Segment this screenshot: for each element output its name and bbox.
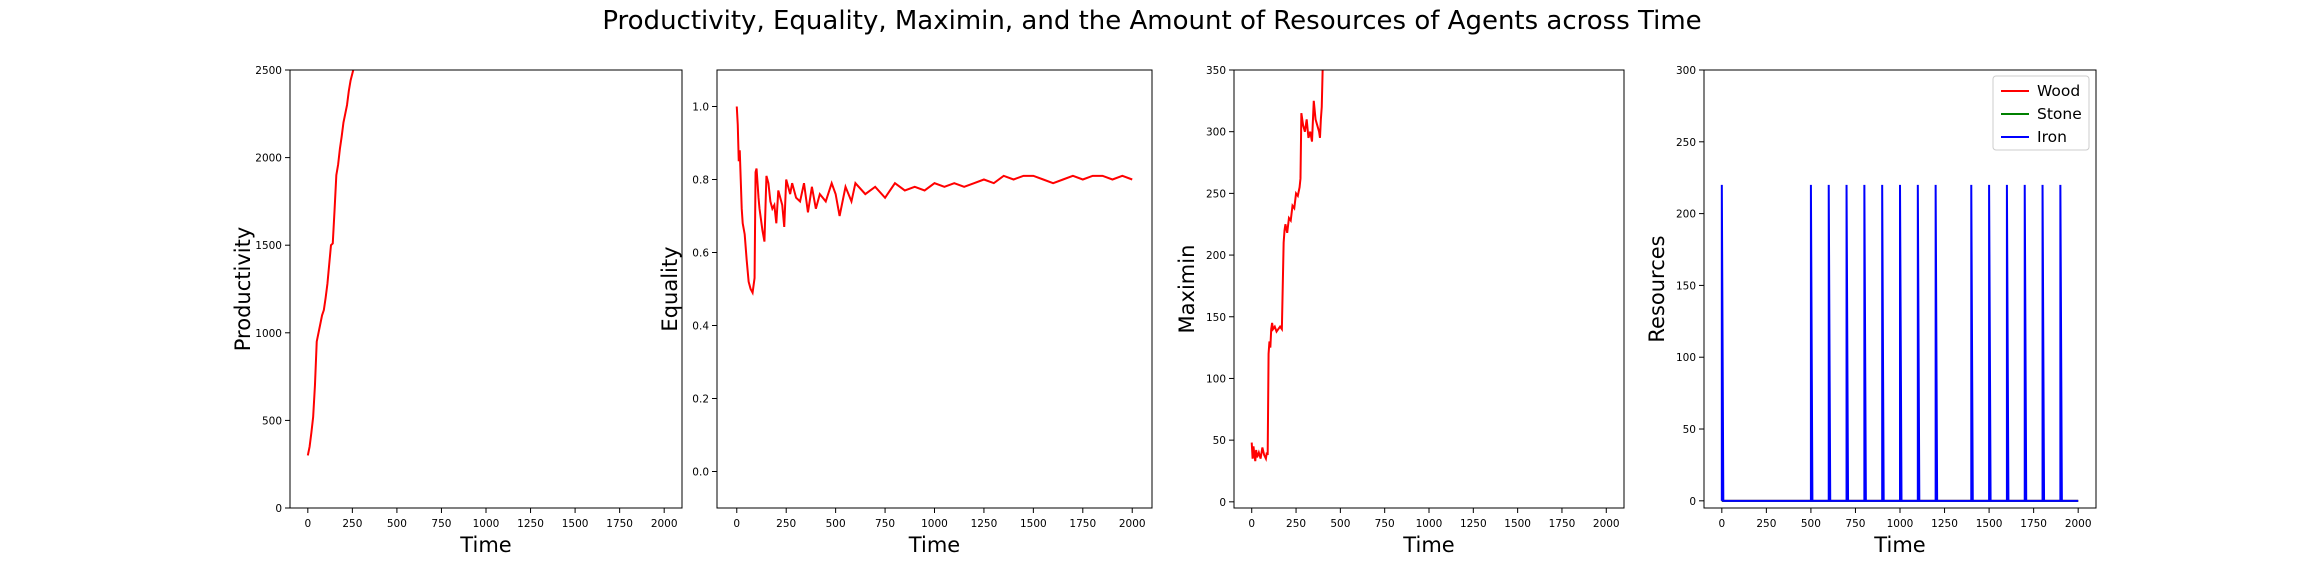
y-tick-label: 200 — [1676, 209, 1696, 221]
x-tick-label: 750 — [431, 518, 451, 530]
y-tick-label: 50 — [1213, 435, 1226, 447]
x-tick-label: 500 — [1330, 518, 1350, 530]
y-axis-label: Productivity — [231, 227, 255, 352]
x-tick-label: 1250 — [971, 518, 998, 530]
series-line-line — [1250, 70, 1324, 463]
x-axis-label: Time — [908, 533, 960, 557]
x-tick-label: 750 — [1845, 518, 1865, 530]
x-tick-label: 1500 — [562, 518, 589, 530]
x-axis-label: Time — [1873, 533, 1925, 557]
x-tick-label: 250 — [342, 518, 362, 530]
x-tick-label: 2000 — [1593, 518, 1620, 530]
x-tick-label: 1250 — [517, 518, 544, 530]
y-tick-label: 0.4 — [692, 321, 709, 333]
chart-panel-1: 0 250 500 750 1000 1250 1500 1750 2000 0 500 1000 15… — [231, 65, 683, 557]
y-tick-label: 150 — [1206, 312, 1226, 324]
x-axis-label: Time — [1402, 533, 1454, 557]
y-axis-label: Resources — [1645, 235, 1669, 342]
x-tick-label: 750 — [1375, 518, 1395, 530]
x-tick-label: 750 — [875, 518, 895, 530]
figure-title: Productivity, Equality, Maximin, and the… — [602, 6, 1702, 36]
y-tick-label: 0.6 — [692, 248, 709, 260]
series-line-line — [306, 70, 355, 456]
chart-panel-2: 0 250 500 750 1000 1250 1500 1750 2000 0.0 0.2 0.4 0… — [658, 69, 1153, 557]
x-tick-label: 250 — [776, 518, 796, 530]
y-tick-label: 250 — [1676, 137, 1696, 149]
x-tick-label: 1750 — [2020, 518, 2047, 530]
x-tick-label: 500 — [826, 518, 846, 530]
x-tick-label: 0 — [304, 518, 311, 530]
y-tick-label: 0 — [1689, 496, 1696, 508]
y-tick-label: 0 — [1219, 497, 1226, 509]
y-tick-label: 500 — [262, 415, 282, 427]
y-axis-label: Equality — [658, 246, 682, 331]
plot-area — [1250, 70, 1324, 463]
x-tick-label: 1750 — [1549, 518, 1576, 530]
y-tick-label: 0.0 — [692, 467, 709, 479]
y-tick-label: 300 — [1206, 127, 1226, 139]
plot-frame — [1233, 69, 1625, 509]
x-tick-label: 500 — [1801, 518, 1821, 530]
x-tick-label: 1500 — [1976, 518, 2003, 530]
y-tick-label: 50 — [1683, 424, 1696, 436]
plot-area — [735, 106, 1133, 296]
series-line-line — [735, 106, 1133, 296]
plot-frame — [289, 69, 683, 509]
x-tick-label: 500 — [387, 518, 407, 530]
y-axis-label: Maximin — [1175, 245, 1199, 334]
y-tick-label: 100 — [1206, 373, 1226, 385]
x-tick-label: 1250 — [1460, 518, 1487, 530]
x-tick-label: 1250 — [1931, 518, 1958, 530]
y-tick-label: 350 — [1206, 65, 1226, 77]
legend-label-stone: Stone — [2037, 105, 2082, 123]
y-tick-label: 150 — [1676, 280, 1696, 292]
x-tick-label: 1000 — [1416, 518, 1443, 530]
plot-area — [1720, 184, 2079, 502]
x-tick-label: 0 — [1718, 518, 1725, 530]
x-tick-label: 1500 — [1020, 518, 1047, 530]
x-tick-label: 250 — [1286, 518, 1306, 530]
y-tick-label: 1.0 — [692, 102, 709, 114]
y-tick-label: 0 — [275, 503, 282, 515]
x-tick-label: 250 — [1756, 518, 1776, 530]
chart-panel-3: 0 250 500 750 1000 1250 1500 1750 2000 0 50 100 150 2… — [1175, 65, 1625, 557]
y-tick-label: 250 — [1206, 188, 1226, 200]
plot-frame — [716, 69, 1153, 509]
x-tick-label: 1000 — [1887, 518, 1914, 530]
x-tick-label: 1750 — [606, 518, 633, 530]
plot-area — [306, 70, 355, 456]
legend-label-wood: Wood — [2037, 82, 2080, 100]
x-tick-label: 2000 — [2065, 518, 2092, 530]
y-tick-label: 0.8 — [692, 175, 709, 187]
y-tick-label: 100 — [1676, 352, 1696, 364]
legend-label-iron: Iron — [2037, 128, 2067, 146]
x-tick-label: 1000 — [473, 518, 500, 530]
x-tick-label: 2000 — [1119, 518, 1146, 530]
y-tick-label: 2000 — [255, 153, 282, 165]
x-tick-label: 2000 — [651, 518, 678, 530]
x-axis-label: Time — [459, 533, 511, 557]
y-tick-label: 1000 — [255, 328, 282, 340]
y-tick-label: 1500 — [255, 240, 282, 252]
chart-panel-4: 0 250 500 750 1000 1250 1500 1750 2000 0 50 100 150 2… — [1645, 65, 2097, 557]
x-tick-label: 1750 — [1069, 518, 1096, 530]
x-tick-label: 0 — [1248, 518, 1255, 530]
legend: Wood Stone Iron — [1992, 75, 2090, 151]
y-tick-label: 300 — [1676, 65, 1696, 77]
legend-box — [1992, 75, 2090, 151]
series-iron-line — [1720, 184, 2079, 502]
y-tick-label: 200 — [1206, 250, 1226, 262]
x-tick-label: 0 — [733, 518, 740, 530]
x-tick-label: 1000 — [921, 518, 948, 530]
y-tick-label: 0.2 — [692, 394, 709, 406]
x-tick-label: 1500 — [1504, 518, 1531, 530]
plot-frame — [1703, 69, 2097, 509]
y-tick-label: 2500 — [255, 65, 282, 77]
